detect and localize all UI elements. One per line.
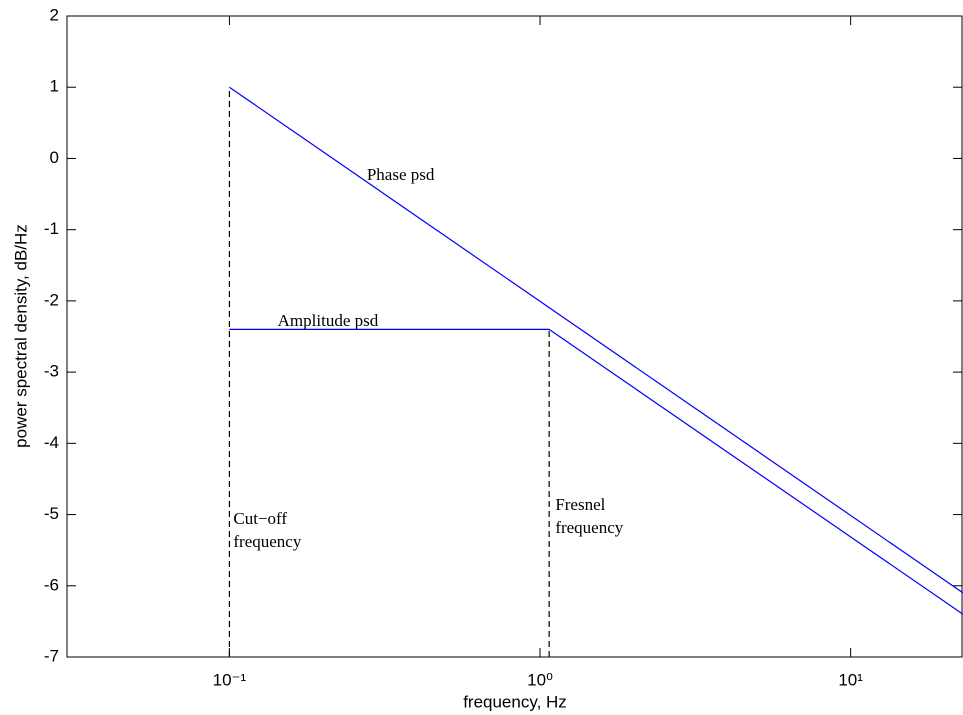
psd-line: [229, 328, 963, 615]
y-tick-label: -6: [44, 575, 59, 594]
y-tick-label: -7: [44, 646, 59, 665]
y-tick-label: 1: [50, 77, 59, 96]
y-tick-label: -4: [44, 433, 59, 452]
series-label: Phase psd: [367, 165, 435, 184]
x-tick-label: 10¹: [838, 670, 863, 689]
y-tick-label: -2: [44, 290, 59, 309]
y-tick-label: -1: [44, 219, 59, 238]
y-tick-label: 2: [50, 5, 59, 24]
y-axis-label: power spectral density, dB/Hz: [11, 224, 30, 448]
annotation: Cut−off: [233, 509, 287, 528]
annotation: frequency: [233, 532, 301, 551]
x-tick-label: 10⁻¹: [213, 670, 247, 689]
y-tick-label: 0: [50, 148, 59, 167]
x-tick-label: 10⁰: [527, 670, 553, 689]
plot-frame: [66, 15, 963, 658]
y-tick-label: -3: [44, 362, 59, 381]
annotation: frequency: [555, 518, 623, 537]
psd-line: [229, 86, 963, 594]
x-axis-label: frequency, Hz: [463, 692, 567, 711]
annotation: Fresnel: [555, 495, 605, 514]
series-label: Amplitude psd: [278, 311, 379, 330]
y-tick-label: -5: [44, 504, 59, 523]
